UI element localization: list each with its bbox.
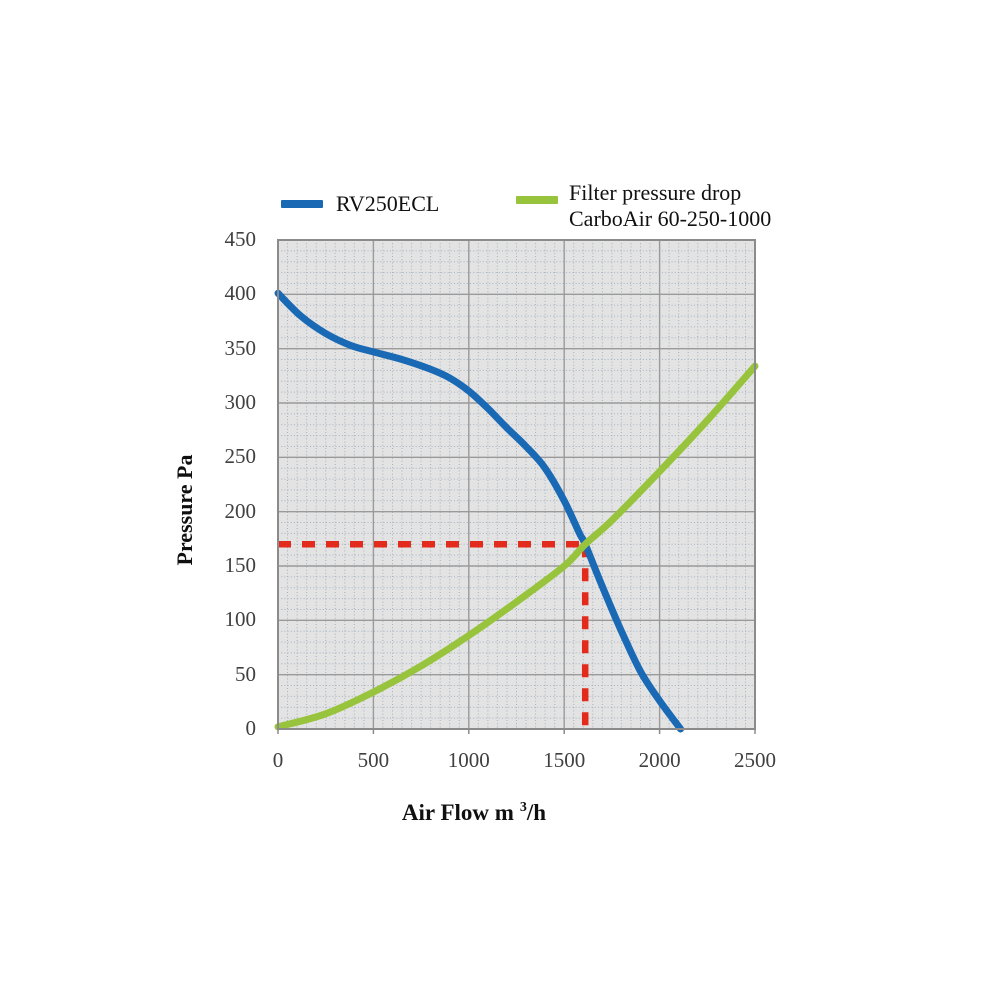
y-tick-label: 150: [224, 553, 257, 577]
x-axis-tick-marks: [277, 729, 756, 734]
y-tick-label: 450: [224, 227, 257, 251]
legend-swatch-rv250ecl: [281, 200, 323, 208]
y-tick-label: 0: [245, 716, 257, 740]
legend-label-rv250ecl: RV250ECL: [336, 191, 440, 216]
legend-item-filter: Filter pressure drop CarboAir 60-250-1000: [516, 180, 771, 232]
y-tick-label: 300: [224, 390, 257, 414]
x-tick-label: 0: [272, 748, 284, 772]
x-tick-label: 2000: [638, 748, 681, 772]
x-axis-title-text: Air Flow m: [401, 800, 514, 825]
legend-label-filter-line2: CarboAir 60-250-1000: [569, 206, 772, 231]
y-tick-label: 50: [235, 661, 256, 686]
plot-border: [277, 239, 756, 730]
y-tick-label: 400: [224, 281, 257, 306]
x-tick-label: 500: [357, 748, 390, 772]
plot-background: [278, 240, 755, 729]
curve-filter-pressure-drop: [274, 362, 759, 731]
legend-label-filter-line1: Filter pressure drop: [569, 180, 742, 205]
x-axis-title-suffix: /h: [526, 800, 547, 825]
x-tick-label: 1500: [543, 748, 586, 772]
x-axis-title: Air Flow m 3/h: [402, 800, 546, 826]
x-tick-label: 1000: [447, 748, 490, 772]
x-tick-label: 2500: [734, 748, 776, 772]
legend-label-filter: Filter pressure drop CarboAir 60-250-1000: [569, 180, 771, 232]
x-axis-title-sup: 3: [519, 800, 527, 816]
y-tick-label: 100: [224, 607, 257, 632]
y-tick-label: 200: [224, 498, 257, 523]
legend-item-rv250ecl: RV250ECL: [281, 191, 439, 217]
y-axis-title: Pressure Pa: [172, 454, 197, 566]
y-tick-label: 350: [224, 335, 257, 360]
y-tick-label: 250: [224, 444, 257, 469]
grid-major: [278, 240, 755, 729]
curve-rv250ecl: [274, 289, 685, 733]
legend-swatch-filter: [516, 196, 558, 204]
